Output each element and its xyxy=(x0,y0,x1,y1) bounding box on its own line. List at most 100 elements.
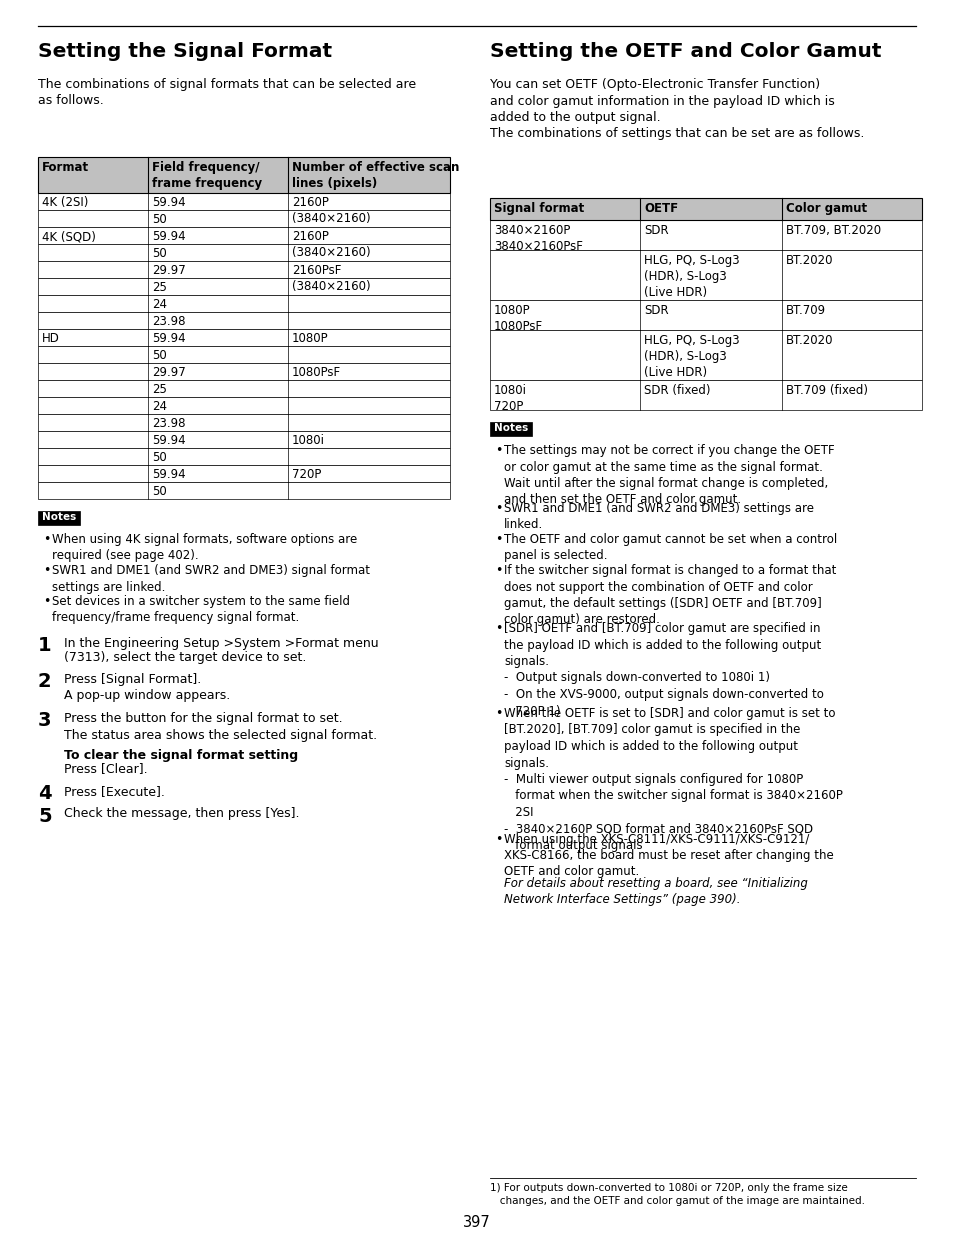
Text: Setting the OETF and Color Gamut: Setting the OETF and Color Gamut xyxy=(490,42,881,61)
Text: 3: 3 xyxy=(38,712,51,730)
Text: You can set OETF (Opto-Electronic Transfer Function)
and color gamut information: You can set OETF (Opto-Electronic Transf… xyxy=(490,78,863,141)
Bar xyxy=(38,346,450,363)
Text: If the switcher signal format is changed to a format that
does not support the c: If the switcher signal format is changed… xyxy=(503,564,836,627)
Text: BT.709, BT.2020: BT.709, BT.2020 xyxy=(785,224,881,238)
Text: Setting the Signal Format: Setting the Signal Format xyxy=(38,42,332,61)
Text: 397: 397 xyxy=(462,1215,491,1230)
Text: •: • xyxy=(43,532,51,546)
Text: 1) For outputs down-converted to 1080i or 720P, only the frame size
   changes, : 1) For outputs down-converted to 1080i o… xyxy=(490,1183,864,1205)
Bar xyxy=(38,157,450,193)
Text: 4K (SQD): 4K (SQD) xyxy=(42,230,95,243)
Text: 25: 25 xyxy=(152,383,167,396)
Text: 1: 1 xyxy=(38,636,51,656)
Text: SDR: SDR xyxy=(643,224,668,238)
Text: To clear the signal format setting: To clear the signal format setting xyxy=(64,749,297,763)
Bar xyxy=(38,430,450,448)
Text: 2160P
(3840×2160): 2160P (3840×2160) xyxy=(292,197,370,225)
Text: 4: 4 xyxy=(38,784,51,802)
Text: Signal format: Signal format xyxy=(494,202,583,215)
Text: For details about resetting a board, see “Initializing
Network Interface Setting: For details about resetting a board, see… xyxy=(503,877,807,907)
Bar xyxy=(38,261,450,277)
Bar xyxy=(38,226,450,244)
Bar xyxy=(38,414,450,430)
Text: 1080P: 1080P xyxy=(292,332,328,345)
Text: 59.94: 59.94 xyxy=(152,332,186,345)
Text: •: • xyxy=(495,503,502,515)
Text: •: • xyxy=(43,564,51,577)
Text: [SDR] OETF and [BT.709] color gamut are specified in
the payload ID which is add: [SDR] OETF and [BT.709] color gamut are … xyxy=(503,622,823,718)
Text: 23.98: 23.98 xyxy=(152,315,185,328)
Text: 29.97: 29.97 xyxy=(152,264,186,277)
Text: 59.94: 59.94 xyxy=(152,434,186,447)
Text: (7313), select the target device to set.: (7313), select the target device to set. xyxy=(64,651,306,663)
Bar xyxy=(38,244,450,261)
Text: OETF: OETF xyxy=(643,202,678,215)
Text: BT.2020: BT.2020 xyxy=(785,333,833,347)
Text: Format: Format xyxy=(42,160,89,174)
Text: 1080i
720P: 1080i 720P xyxy=(494,384,526,413)
Bar xyxy=(38,363,450,379)
Text: 50: 50 xyxy=(152,350,167,362)
Text: •: • xyxy=(495,832,502,846)
Text: 50: 50 xyxy=(152,248,167,260)
Bar xyxy=(38,277,450,295)
Text: The OETF and color gamut cannot be set when a control
panel is selected.: The OETF and color gamut cannot be set w… xyxy=(503,532,837,562)
Text: 24: 24 xyxy=(152,401,167,413)
Text: Number of effective scan
lines (pixels): Number of effective scan lines (pixels) xyxy=(292,160,459,190)
Text: •: • xyxy=(495,707,502,720)
Text: 1080PsF: 1080PsF xyxy=(292,366,341,379)
Text: 720P: 720P xyxy=(292,468,321,481)
Text: 59.94: 59.94 xyxy=(152,197,186,209)
Bar xyxy=(38,328,450,346)
Text: HD: HD xyxy=(42,332,60,345)
Text: Press the button for the signal format to set.: Press the button for the signal format t… xyxy=(64,712,342,725)
Bar xyxy=(38,448,450,465)
Bar xyxy=(38,465,450,481)
Text: 50: 50 xyxy=(152,485,167,498)
Text: Check the message, then press [Yes].: Check the message, then press [Yes]. xyxy=(64,807,299,821)
Text: Set devices in a switcher system to the same field
frequency/frame frequency sig: Set devices in a switcher system to the … xyxy=(52,595,350,624)
Bar xyxy=(490,300,921,330)
Text: •: • xyxy=(43,595,51,608)
Bar xyxy=(490,250,921,300)
Text: 50: 50 xyxy=(152,452,167,464)
Text: 2160PsF
(3840×2160): 2160PsF (3840×2160) xyxy=(292,264,370,294)
Text: 3840×2160P
3840×2160PsF: 3840×2160P 3840×2160PsF xyxy=(494,224,582,253)
Text: 59.94: 59.94 xyxy=(152,230,186,243)
Bar xyxy=(490,379,921,411)
Text: SWR1 and DME1 (and SWR2 and DME3) settings are
linked.: SWR1 and DME1 (and SWR2 and DME3) settin… xyxy=(503,503,813,531)
Bar xyxy=(38,312,450,328)
Text: 59.94: 59.94 xyxy=(152,468,186,481)
Text: SDR (fixed): SDR (fixed) xyxy=(643,384,710,397)
Text: When the OETF is set to [SDR] and color gamut is set to
[BT.2020], [BT.709] colo: When the OETF is set to [SDR] and color … xyxy=(503,707,842,852)
Bar xyxy=(490,220,921,250)
Bar xyxy=(490,198,921,220)
Text: BT.709: BT.709 xyxy=(785,304,825,317)
Text: 23.98: 23.98 xyxy=(152,417,185,430)
Text: 2: 2 xyxy=(38,672,51,690)
Text: 4K (2SI): 4K (2SI) xyxy=(42,197,89,209)
Text: •: • xyxy=(495,622,502,634)
Text: 1080P
1080PsF: 1080P 1080PsF xyxy=(494,304,542,333)
Text: •: • xyxy=(495,532,502,546)
Text: When using the XKS-C8111/XKS-C9111/XKS-C9121/
XKS-C8166, the board must be reset: When using the XKS-C8111/XKS-C9111/XKS-C… xyxy=(503,832,833,878)
Text: 5: 5 xyxy=(38,806,51,826)
Text: SWR1 and DME1 (and SWR2 and DME3) signal format
settings are linked.: SWR1 and DME1 (and SWR2 and DME3) signal… xyxy=(52,564,370,593)
Bar xyxy=(38,481,450,499)
Text: BT.2020: BT.2020 xyxy=(785,254,833,267)
Text: Field frequency/
frame frequency: Field frequency/ frame frequency xyxy=(152,160,262,190)
Text: HLG, PQ, S-Log3
(HDR), S-Log3
(Live HDR): HLG, PQ, S-Log3 (HDR), S-Log3 (Live HDR) xyxy=(643,333,739,379)
Text: SDR: SDR xyxy=(643,304,668,317)
Bar xyxy=(490,330,921,379)
Bar xyxy=(38,511,80,525)
Text: Color gamut: Color gamut xyxy=(785,202,866,215)
Text: 50: 50 xyxy=(152,213,167,226)
Text: Notes: Notes xyxy=(494,423,528,433)
Text: HLG, PQ, S-Log3
(HDR), S-Log3
(Live HDR): HLG, PQ, S-Log3 (HDR), S-Log3 (Live HDR) xyxy=(643,254,739,299)
Bar xyxy=(38,379,450,397)
Text: In the Engineering Setup >System >Format menu: In the Engineering Setup >System >Format… xyxy=(64,637,378,651)
Bar xyxy=(38,210,450,226)
Text: When using 4K signal formats, software options are
required (see page 402).: When using 4K signal formats, software o… xyxy=(52,532,356,562)
Bar xyxy=(38,397,450,414)
Text: BT.709 (fixed): BT.709 (fixed) xyxy=(785,384,867,397)
